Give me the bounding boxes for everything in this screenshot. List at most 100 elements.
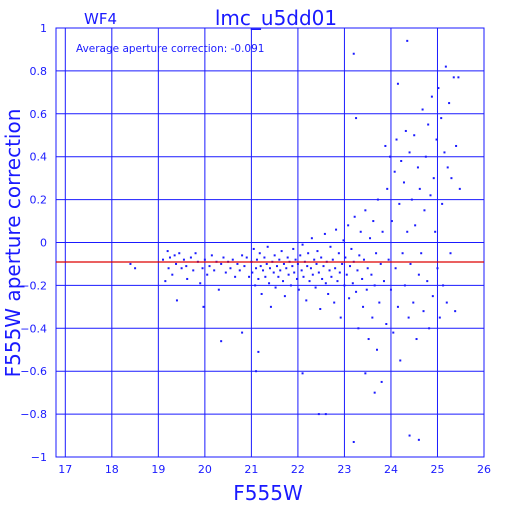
data-point xyxy=(345,273,348,276)
data-point xyxy=(337,252,340,255)
data-point xyxy=(286,256,289,259)
data-point xyxy=(251,271,254,274)
data-point xyxy=(379,262,382,265)
data-point xyxy=(310,237,313,240)
data-point xyxy=(331,258,334,261)
data-point xyxy=(297,288,300,291)
data-point xyxy=(291,265,294,268)
data-point xyxy=(334,267,337,270)
data-point xyxy=(236,262,239,265)
data-point xyxy=(432,177,435,180)
data-point xyxy=(427,123,430,126)
data-point xyxy=(220,340,223,343)
data-point xyxy=(361,277,364,280)
data-point xyxy=(396,305,399,308)
data-point xyxy=(444,65,447,68)
x-tick-label: 23 xyxy=(337,463,351,476)
data-point xyxy=(353,215,356,218)
data-point xyxy=(422,310,425,313)
data-point xyxy=(341,262,344,265)
data-point xyxy=(362,258,365,261)
y-tick-label: 0 xyxy=(40,237,47,250)
data-point xyxy=(352,440,355,443)
data-point xyxy=(201,267,204,270)
data-point xyxy=(245,256,248,259)
data-point xyxy=(394,267,397,270)
data-point xyxy=(185,265,188,268)
data-point xyxy=(399,359,402,362)
data-point xyxy=(449,252,452,255)
data-point xyxy=(278,258,281,261)
data-point xyxy=(454,310,457,313)
data-point xyxy=(309,267,312,270)
data-point xyxy=(248,275,251,278)
data-point xyxy=(320,256,323,259)
data-point xyxy=(305,299,308,302)
average-annotation: Average aperture correction: -0.091 xyxy=(76,43,264,55)
data-point xyxy=(418,187,421,190)
data-point xyxy=(408,151,411,154)
data-point xyxy=(416,166,419,169)
data-point xyxy=(192,269,195,272)
data-point xyxy=(166,250,169,253)
data-point xyxy=(186,277,189,280)
data-point xyxy=(445,301,448,304)
data-point xyxy=(376,348,378,351)
data-point xyxy=(430,95,433,98)
data-point xyxy=(241,331,244,334)
data-point xyxy=(423,209,426,212)
data-point xyxy=(289,284,292,287)
data-point xyxy=(385,323,388,326)
data-point xyxy=(392,331,395,334)
data-point xyxy=(231,258,234,261)
data-point xyxy=(339,316,342,319)
data-point xyxy=(194,252,197,255)
data-point xyxy=(442,284,445,287)
data-point xyxy=(260,292,263,295)
data-point xyxy=(450,177,453,180)
data-point xyxy=(364,372,367,375)
data-point xyxy=(420,252,423,255)
data-point xyxy=(402,181,405,184)
data-point xyxy=(224,271,227,274)
data-point xyxy=(316,250,319,253)
data-point xyxy=(329,245,332,248)
data-point xyxy=(395,138,398,141)
data-point xyxy=(313,258,316,261)
data-point xyxy=(315,262,318,265)
data-points xyxy=(129,39,461,443)
data-point xyxy=(255,258,258,261)
data-point xyxy=(175,299,178,302)
data-point xyxy=(359,230,362,233)
data-point xyxy=(317,271,320,274)
data-point xyxy=(266,245,269,248)
x-tick-label: 24 xyxy=(384,463,398,476)
y-axis-label: F555W aperture correction xyxy=(1,109,25,378)
data-point xyxy=(306,265,309,268)
data-point xyxy=(277,275,280,278)
data-point xyxy=(371,316,374,319)
plot-frame xyxy=(55,27,485,458)
data-point xyxy=(324,413,327,416)
data-point xyxy=(264,275,267,278)
data-point xyxy=(348,297,351,300)
x-tick-label: 17 xyxy=(58,463,72,476)
data-point xyxy=(428,327,431,330)
data-point xyxy=(265,262,268,265)
data-point xyxy=(203,258,206,261)
data-point xyxy=(352,52,355,55)
data-point xyxy=(357,327,360,330)
data-point xyxy=(238,269,241,272)
data-point xyxy=(322,265,325,268)
data-point xyxy=(299,254,302,257)
data-point xyxy=(396,82,399,85)
data-point xyxy=(343,284,346,287)
data-point xyxy=(180,267,183,270)
data-point xyxy=(202,305,205,308)
chip-label: WF4 xyxy=(84,10,117,28)
data-point xyxy=(178,252,181,255)
data-point xyxy=(435,138,438,141)
y-tick-label: −0.4 xyxy=(20,322,47,335)
data-point xyxy=(285,267,288,270)
data-point xyxy=(317,413,320,416)
